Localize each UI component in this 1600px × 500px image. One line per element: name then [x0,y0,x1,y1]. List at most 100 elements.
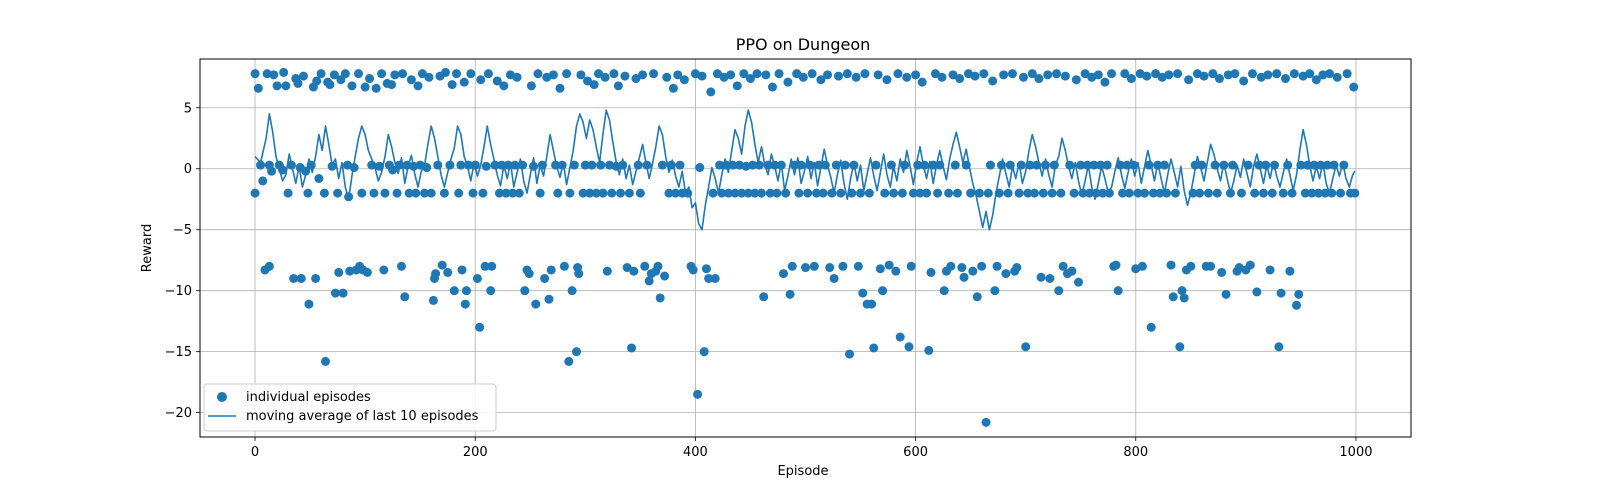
episode-point [644,276,654,286]
episode-point [1332,72,1342,82]
episode-point [671,188,681,198]
episode-point [906,261,916,271]
episode-point [624,188,634,198]
episode-point [535,188,545,198]
episode-point [880,188,890,198]
episode-point [1236,188,1246,198]
episode-point [675,160,685,170]
episode-point [460,299,470,309]
episode-point [1151,69,1161,79]
episode-point [655,293,665,303]
episode-point [510,160,520,170]
episode-point [481,161,491,171]
episode-point [1023,188,1033,198]
episode-point [992,261,1002,271]
episode-point [761,70,771,80]
episode-point [875,264,885,274]
episode-point [459,77,469,87]
episode-point [783,77,793,87]
episode-point [838,261,848,271]
episode-point [483,69,493,79]
episode-point [917,77,927,87]
episode-point [1126,74,1136,84]
episode-point [596,160,606,170]
episode-point [809,261,819,271]
episode-point [508,188,518,198]
episode-point [475,322,485,332]
y-tick-label: −20 [165,406,192,421]
episode-point [807,69,817,79]
episode-point [428,295,438,305]
episode-point [559,261,569,271]
legend-box [203,383,497,432]
episode-point [587,160,597,170]
episode-point [869,343,879,353]
episode-point [478,188,488,198]
episode-point [979,69,989,79]
episode-point [1034,74,1044,84]
episode-point [616,188,626,198]
episode-point [1230,69,1240,79]
episode-point [613,81,623,91]
episode-point [638,70,648,80]
episode-point [1089,160,1099,170]
episode-point [1120,69,1130,79]
episode-point [620,71,630,81]
episode-point [468,188,478,198]
episode-point [895,332,905,342]
moving-average-line [254,109,1356,231]
episode-point [524,269,534,279]
episode-point [803,188,813,198]
episode-point [281,81,291,91]
legend-scatter-marker [217,392,227,402]
episode-point [512,72,522,82]
episode-point [1027,69,1037,79]
episode-point [591,188,601,198]
episode-point [970,71,980,81]
episode-point [778,269,788,279]
episode-point [329,70,339,80]
episode-point [715,160,725,170]
episode-point [754,160,764,170]
episode-point [472,273,482,283]
episode-point [1300,188,1310,198]
episode-point [1350,188,1360,198]
y-tick-label: −5 [173,223,192,238]
episode-point [792,69,802,79]
episode-point [985,160,995,170]
episode-point [1289,69,1299,79]
legend-label-moving-average: moving average of last 10 episodes [246,409,479,424]
episode-point [1267,188,1277,198]
episode-point [1047,188,1057,198]
episode-point [1124,188,1134,198]
episode-point [426,188,436,198]
episode-point [939,286,949,296]
episode-point [486,286,496,296]
episode-point [860,69,870,79]
episode-point [622,263,632,273]
episode-point [377,69,387,79]
episode-point [781,188,791,198]
episode-point [1228,160,1238,170]
episode-point [660,271,670,281]
episode-point [443,267,453,277]
episode-point [1036,272,1046,282]
episode-point [948,70,958,80]
episode-point [303,188,313,198]
episode-point [1322,160,1332,170]
episode-point [279,67,289,77]
episode-point [533,69,543,79]
episode-point [379,265,389,275]
episode-point [1043,70,1053,80]
episode-point [812,188,822,198]
episode-point [531,299,541,309]
episode-point [1056,188,1066,198]
episode-point [673,70,683,80]
episode-point [897,188,907,198]
episode-point [480,261,490,271]
episode-point [631,74,641,84]
episode-point [321,356,331,366]
x-axis-label: Episode [777,464,828,479]
episode-point [1093,70,1103,80]
episode-point [457,265,467,275]
